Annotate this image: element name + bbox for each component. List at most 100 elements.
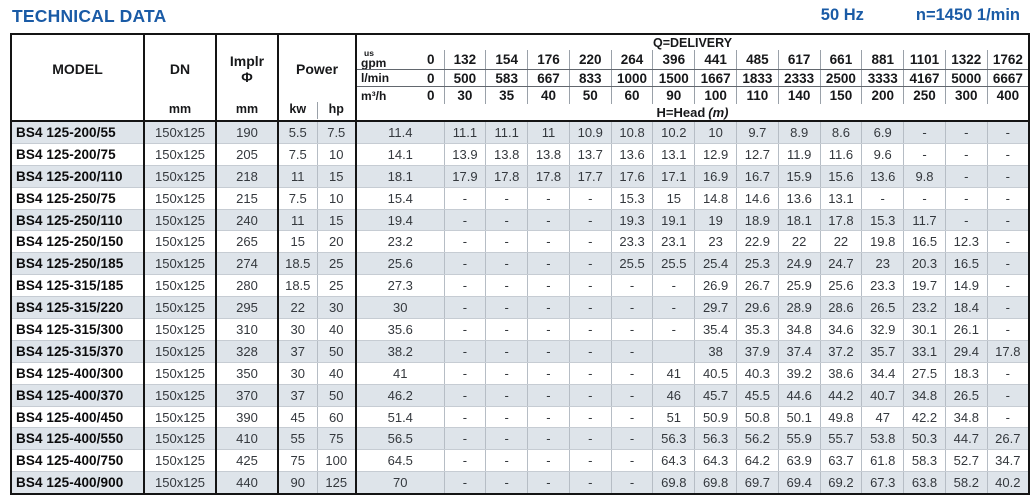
head-value-cell: 16.9: [694, 165, 737, 188]
head-value-cell: 63.8: [903, 471, 946, 495]
head-value-cell: 26.5: [861, 296, 904, 320]
power-kw-cell: 37: [278, 340, 318, 363]
speed-label: n=1450 1/min: [915, 6, 1020, 24]
head-value-cell: [652, 340, 695, 363]
impeller-cell: 205: [216, 143, 279, 166]
flow-value-cell: 583: [485, 69, 528, 87]
model-cell: BS4 125-400/370: [11, 384, 145, 407]
head-value-cell: 16.7: [735, 165, 779, 188]
head-value-cell: -: [443, 362, 486, 385]
head-value-cell: 56.2: [735, 427, 779, 451]
head-value-cell: 40.3: [735, 362, 779, 385]
head-value-cell: -: [944, 187, 988, 210]
head-value-cell: 19.3: [610, 209, 653, 232]
head-value-cell: 25.5: [610, 252, 653, 276]
head-value-cell: -: [485, 230, 528, 254]
head-value-cell: 27.5: [903, 362, 946, 385]
head-value-cell: -: [652, 274, 695, 298]
head-value-cell: 14.9: [944, 274, 988, 298]
power-kw-cell: 55: [278, 427, 318, 451]
dn-cell: 150x125: [144, 252, 217, 276]
power-kw-cell: 30: [278, 362, 318, 385]
flow-value-cell: 132: [443, 50, 486, 70]
impeller-cell: 218: [216, 165, 279, 188]
head-value-cell: 17.8: [485, 165, 528, 188]
head-value-cell: 26.9: [694, 274, 737, 298]
head-value-cell: 14.1: [356, 143, 445, 166]
head-value-cell: 26.1: [944, 318, 988, 341]
head-value-cell: 6.9: [861, 121, 904, 144]
head-value-cell: 10.9: [568, 121, 612, 144]
flow-value-cell: 50: [568, 86, 612, 104]
head-value-cell: -: [568, 449, 612, 473]
power-hp-cell: 75: [317, 427, 358, 451]
head-value-cell: -: [443, 230, 486, 254]
head-value-cell: -: [527, 187, 570, 210]
head-value-cell: 17.8: [986, 340, 1029, 363]
head-value-cell: 27.3: [356, 274, 445, 298]
power-hp-cell: 25: [317, 274, 358, 298]
power-hp-cell: 40: [317, 318, 358, 341]
dn-cell: 150x125: [144, 121, 217, 144]
flow-value-cell: 264: [610, 50, 653, 70]
head-value-cell: 29.4: [944, 340, 988, 363]
head-value-cell: -: [610, 427, 653, 451]
flow-value-cell: 1667: [694, 69, 737, 87]
head-value-cell: 24.9: [777, 252, 821, 276]
head-value-cell: -: [568, 362, 612, 385]
dn-label: DN: [169, 60, 191, 77]
flow-value-cell: 60: [610, 86, 653, 104]
head-value-cell: 9.7: [735, 121, 779, 144]
power-hp-cell: 20: [317, 230, 358, 254]
dn-cell: 150x125: [144, 187, 217, 210]
table-row: BS4 125-250/150 150x125 265 15 20 23.2- - - -23.…: [11, 230, 1029, 254]
dn-cell: 150x125: [144, 209, 217, 232]
head-value-cell: 29.6: [735, 296, 779, 320]
model-cell: BS4 125-250/185: [11, 252, 145, 276]
power-hp-cell: 15: [317, 209, 358, 232]
head-value-cell: 24.7: [819, 252, 862, 276]
head-value-cell: 19.1: [652, 209, 695, 232]
delivery-header: Q=DELIVERY: [652, 35, 733, 50]
head-value-cell: 17.8: [527, 165, 570, 188]
head-value-cell: 29.7: [694, 296, 737, 320]
head-value-cell: 13.8: [527, 143, 570, 166]
head-value-cell: -: [527, 340, 570, 363]
head-value-cell: 46: [652, 384, 695, 407]
operating-conditions: 50 Hz n=1450 1/min: [821, 6, 1022, 25]
power-kw-cell: 18.5: [278, 274, 318, 298]
impeller-cell: 274: [216, 252, 279, 276]
flow-value-cell: 881: [861, 50, 904, 70]
head-value-cell: 17.8: [819, 209, 862, 232]
table-body: BS4 125-200/55 150x125 190 5.5 7.5 11.4 11.1 11…: [11, 121, 1029, 495]
head-value-cell: 50.1: [777, 406, 821, 429]
head-value-cell: -: [527, 384, 570, 407]
dn-column-header: DN mm: [144, 34, 217, 122]
head-value-cell: 14.8: [694, 187, 737, 210]
flow-value-cell: 220: [568, 50, 612, 70]
head-value-cell: 63.9: [777, 449, 821, 473]
head-value-cell: 25.4: [694, 252, 737, 276]
head-value-cell: 12.3: [944, 230, 988, 254]
head-value-cell: 25.6: [819, 274, 862, 298]
head-value-cell: 13.7: [568, 143, 612, 166]
model-cell: BS4 125-200/110: [11, 165, 145, 188]
head-value-cell: -: [485, 362, 528, 385]
table-row: BS4 125-315/220 150x125 295 22 30 30- - - - - -29.…: [11, 296, 1029, 320]
head-value-cell: -: [485, 296, 528, 320]
head-value-cell: 19.4: [356, 209, 445, 232]
flow-value-cell: 1500: [652, 69, 695, 87]
head-value-cell: 23.2: [356, 230, 445, 254]
head-value-cell: 15.3: [861, 209, 904, 232]
power-kw-cell: 45: [278, 406, 318, 429]
head-value-cell: 19.7: [903, 274, 946, 298]
impeller-cell: 265: [216, 230, 279, 254]
flow-value-cell: 300: [944, 86, 988, 104]
power-hp-cell: 10: [317, 143, 358, 166]
power-kw-cell: 7.5: [278, 143, 318, 166]
head-value-cell: 32.9: [861, 318, 904, 341]
head-value-cell: 37.4: [777, 340, 821, 363]
head-value-cell: -: [610, 406, 653, 429]
table-row: BS4 125-315/300 150x125 310 30 40 35.6- - - - - -3…: [11, 318, 1029, 341]
head-value-cell: 13.9: [443, 143, 486, 166]
